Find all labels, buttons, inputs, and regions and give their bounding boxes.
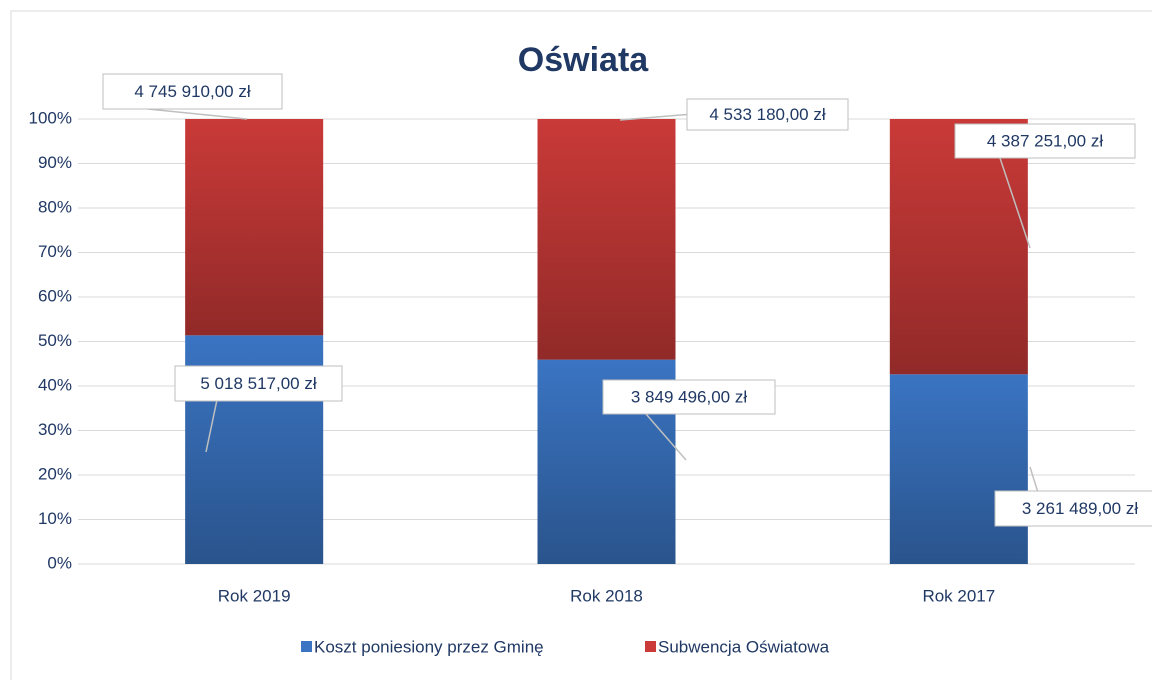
callout-box — [954, 123, 1136, 159]
callout-pointer — [645, 413, 687, 461]
legend-label: Koszt poniesiony przez Gminę — [314, 637, 544, 656]
chart-title: Oświata — [518, 41, 649, 79]
bar-shading — [185, 119, 324, 336]
x-tick-label: Rok 2019 — [218, 586, 291, 605]
data-label: 4 533 180,00 zł — [709, 105, 825, 124]
data-label: 3 261 489,00 zł — [1022, 499, 1138, 518]
legend-swatch — [301, 641, 312, 652]
x-tick-label: Rok 2017 — [922, 586, 995, 605]
callout-pointer — [1029, 466, 1039, 492]
callout-pointer — [147, 108, 248, 120]
bar-shading — [537, 119, 676, 360]
legend-label: Subwencja Oświatowa — [658, 637, 830, 656]
data-label: 4 387 251,00 zł — [987, 131, 1103, 150]
bar-shading — [889, 374, 1028, 564]
data-label: 4 745 910,00 zł — [134, 82, 250, 101]
callout-pointer — [999, 157, 1031, 249]
bar-shading — [889, 119, 1028, 375]
callout-box — [102, 73, 283, 110]
legend-swatch — [645, 641, 656, 652]
y-tick-label: 60% — [38, 286, 72, 305]
y-tick-label: 100% — [29, 108, 72, 127]
y-tick-label: 0% — [47, 553, 72, 572]
callout-box — [602, 379, 776, 415]
callout-box — [994, 490, 1152, 527]
callout-box — [686, 98, 849, 131]
x-tick-label: Rok 2018 — [570, 586, 643, 605]
y-tick-label: 80% — [38, 197, 72, 216]
callout-pointer — [205, 400, 218, 453]
y-tick-label: 10% — [38, 509, 72, 528]
callout-pointer — [619, 113, 688, 121]
data-label: 5 018 517,00 zł — [200, 374, 316, 393]
y-tick-label: 50% — [38, 331, 72, 350]
y-tick-label: 70% — [38, 242, 72, 261]
y-tick-label: 20% — [38, 464, 72, 483]
y-tick-label: 90% — [38, 153, 72, 172]
y-tick-label: 30% — [38, 420, 72, 439]
data-label: 3 849 496,00 zł — [631, 387, 747, 406]
callout-box — [174, 365, 343, 402]
y-tick-label: 40% — [38, 375, 72, 394]
